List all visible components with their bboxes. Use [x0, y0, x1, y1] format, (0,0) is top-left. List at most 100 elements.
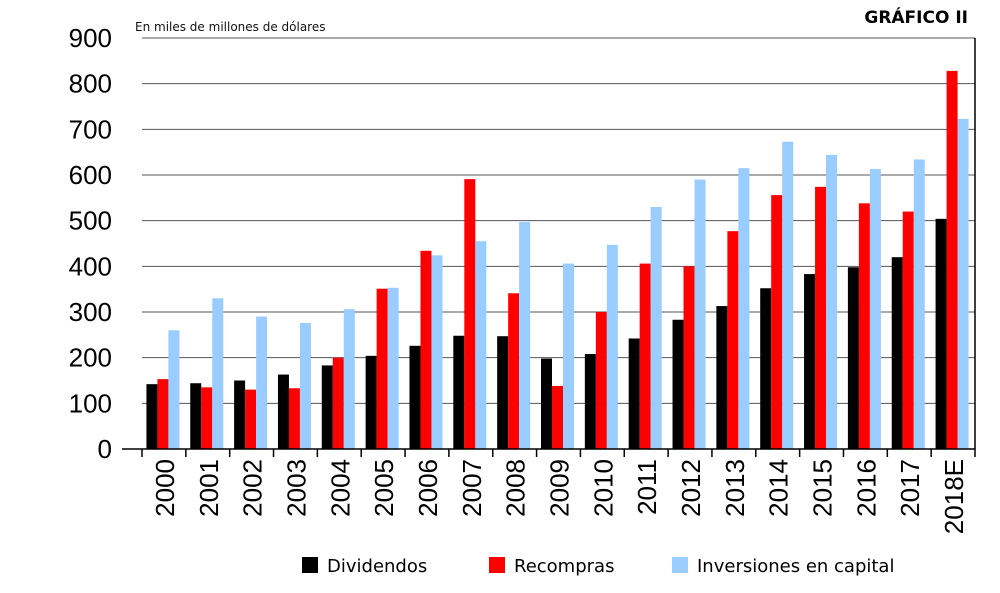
- bar-dividendos-2013: [716, 306, 728, 449]
- bar-recompras-2012: [683, 266, 695, 449]
- x-tick-label: 2007: [457, 459, 487, 517]
- x-tick-label: 2015: [808, 459, 838, 517]
- bar-dividendos-2007: [453, 335, 465, 449]
- bar-inversiones-en-capital-2017: [913, 159, 925, 449]
- bar-dividendos-2017: [891, 257, 903, 449]
- bar-dividendos-2018e: [935, 218, 947, 449]
- y-tick-label: 400: [69, 251, 112, 281]
- legend-swatch-0: [302, 557, 318, 573]
- bar-inversiones-en-capital-2015: [826, 154, 838, 449]
- y-tick-label: 600: [69, 160, 112, 190]
- legend-label: Dividendos: [327, 556, 427, 577]
- bar-inversiones-en-capital-2016: [869, 169, 881, 449]
- bar-recompras-2007: [464, 179, 476, 450]
- x-tick-label: 2006: [413, 459, 443, 517]
- x-tick-label: 2004: [325, 459, 355, 517]
- bar-recompras-2014: [771, 195, 783, 449]
- gridlines: [142, 37, 975, 404]
- bar-inversiones-en-capital-2005: [387, 287, 399, 449]
- bar-recompras-2010: [595, 312, 607, 449]
- bar-inversiones-en-capital-2007: [475, 241, 487, 449]
- bar-dividendos-2003: [277, 374, 289, 449]
- bar-inversiones-en-capital-2008: [519, 222, 531, 449]
- bar-inversiones-en-capital-2004: [343, 309, 355, 449]
- bar-recompras-2002: [245, 389, 257, 449]
- unit-label: En miles de millones de dólares: [135, 20, 325, 34]
- bar-recompras-2006: [420, 250, 432, 449]
- bar-inversiones-en-capital-2012: [694, 179, 706, 450]
- x-tick-label: 2001: [194, 459, 224, 517]
- bar-dividendos-2005: [365, 355, 377, 449]
- bar-recompras-2016: [858, 203, 870, 449]
- bar-inversiones-en-capital-2014: [782, 141, 794, 449]
- x-tick-label: 2002: [238, 459, 268, 517]
- bar-dividendos-2004: [321, 365, 333, 449]
- bar-inversiones-en-capital-2001: [212, 298, 224, 449]
- bar-dividendos-2002: [234, 380, 246, 449]
- bar-inversiones-en-capital-2013: [738, 168, 750, 449]
- x-tick-label: 2010: [588, 459, 618, 517]
- bar-inversiones-en-capital-2003: [299, 322, 311, 449]
- bar-dividendos-2016: [847, 267, 859, 449]
- y-tick-label: 300: [69, 297, 112, 327]
- legend-swatch-2: [672, 557, 688, 573]
- bar-dividendos-2014: [760, 288, 772, 449]
- bar-recompras-2011: [639, 263, 651, 449]
- bar-recompras-2015: [815, 186, 827, 449]
- bar-dividendos-2015: [804, 274, 816, 449]
- bar-inversiones-en-capital-2006: [431, 255, 443, 449]
- x-tick-labels: 2000 2001 2002 2003 2004 2005 2006 2007 2008 2009…: [150, 459, 969, 534]
- x-tick-label: 2017: [895, 459, 925, 517]
- bar-inversiones-en-capital-2011: [650, 206, 662, 449]
- y-tick-label: 200: [69, 343, 112, 373]
- x-tick-label: 2000: [150, 459, 180, 517]
- bar-recompras-2005: [376, 288, 388, 449]
- bar-recompras-2003: [288, 388, 300, 449]
- x-tick-label: 2016: [851, 459, 881, 517]
- x-tick-label: 2012: [676, 459, 706, 517]
- bar-recompras-2008: [508, 293, 520, 449]
- bar-recompras-2018e: [946, 70, 958, 449]
- y-tick-label: 0: [98, 434, 112, 464]
- bar-dividendos-2006: [409, 345, 421, 449]
- y-tick-label: 700: [69, 114, 112, 144]
- bar-recompras-2009: [552, 385, 563, 449]
- x-tick-label: 2014: [764, 459, 794, 517]
- y-tick-label: 800: [69, 69, 112, 99]
- y-tick-label: 100: [69, 388, 112, 418]
- bar-recompras-2017: [902, 211, 914, 449]
- y-tick-label: 900: [69, 23, 112, 53]
- chart-title: GRÁFICO II: [864, 6, 968, 28]
- x-tick-label: 2009: [545, 459, 575, 517]
- bar-inversiones-en-capital-2009: [563, 263, 574, 449]
- bar-inversiones-en-capital-2018e: [957, 118, 969, 449]
- axes: [122, 38, 976, 457]
- bar-dividendos-2010: [584, 354, 596, 449]
- bar-dividendos-2011: [628, 338, 640, 449]
- x-tick-label: 2008: [501, 459, 531, 517]
- bars: [146, 70, 969, 450]
- bar-dividendos-2001: [190, 383, 202, 449]
- y-tick-labels: 0 100 200 300 400 500 600 700 800 900: [69, 23, 112, 464]
- bar-recompras-2001: [201, 387, 213, 449]
- bar-recompras-2004: [332, 357, 344, 449]
- x-tick-label: 2005: [369, 459, 399, 517]
- x-tick-label: 2003: [281, 459, 311, 517]
- legend-swatch-1: [489, 557, 505, 573]
- bar-recompras-2000: [157, 379, 169, 449]
- x-tick-label: 2018E: [939, 459, 969, 534]
- y-tick-label: 500: [69, 206, 112, 236]
- legend-label: Inversiones en capital: [697, 556, 894, 577]
- bar-dividendos-2008: [497, 336, 509, 449]
- bar-dividendos-2012: [672, 319, 684, 449]
- legend: Dividendos Recompras Inversiones en capita…: [302, 556, 894, 577]
- bar-dividendos-2000: [146, 384, 158, 449]
- x-tick-label: 2013: [720, 459, 750, 517]
- legend-label: Recompras: [514, 556, 614, 577]
- bar-dividendos-2009: [541, 358, 552, 449]
- bar-inversiones-en-capital-2002: [256, 316, 268, 449]
- bar-recompras-2013: [727, 231, 739, 449]
- bar-inversiones-en-capital-2010: [606, 244, 618, 449]
- bar-inversiones-en-capital-2000: [168, 330, 180, 449]
